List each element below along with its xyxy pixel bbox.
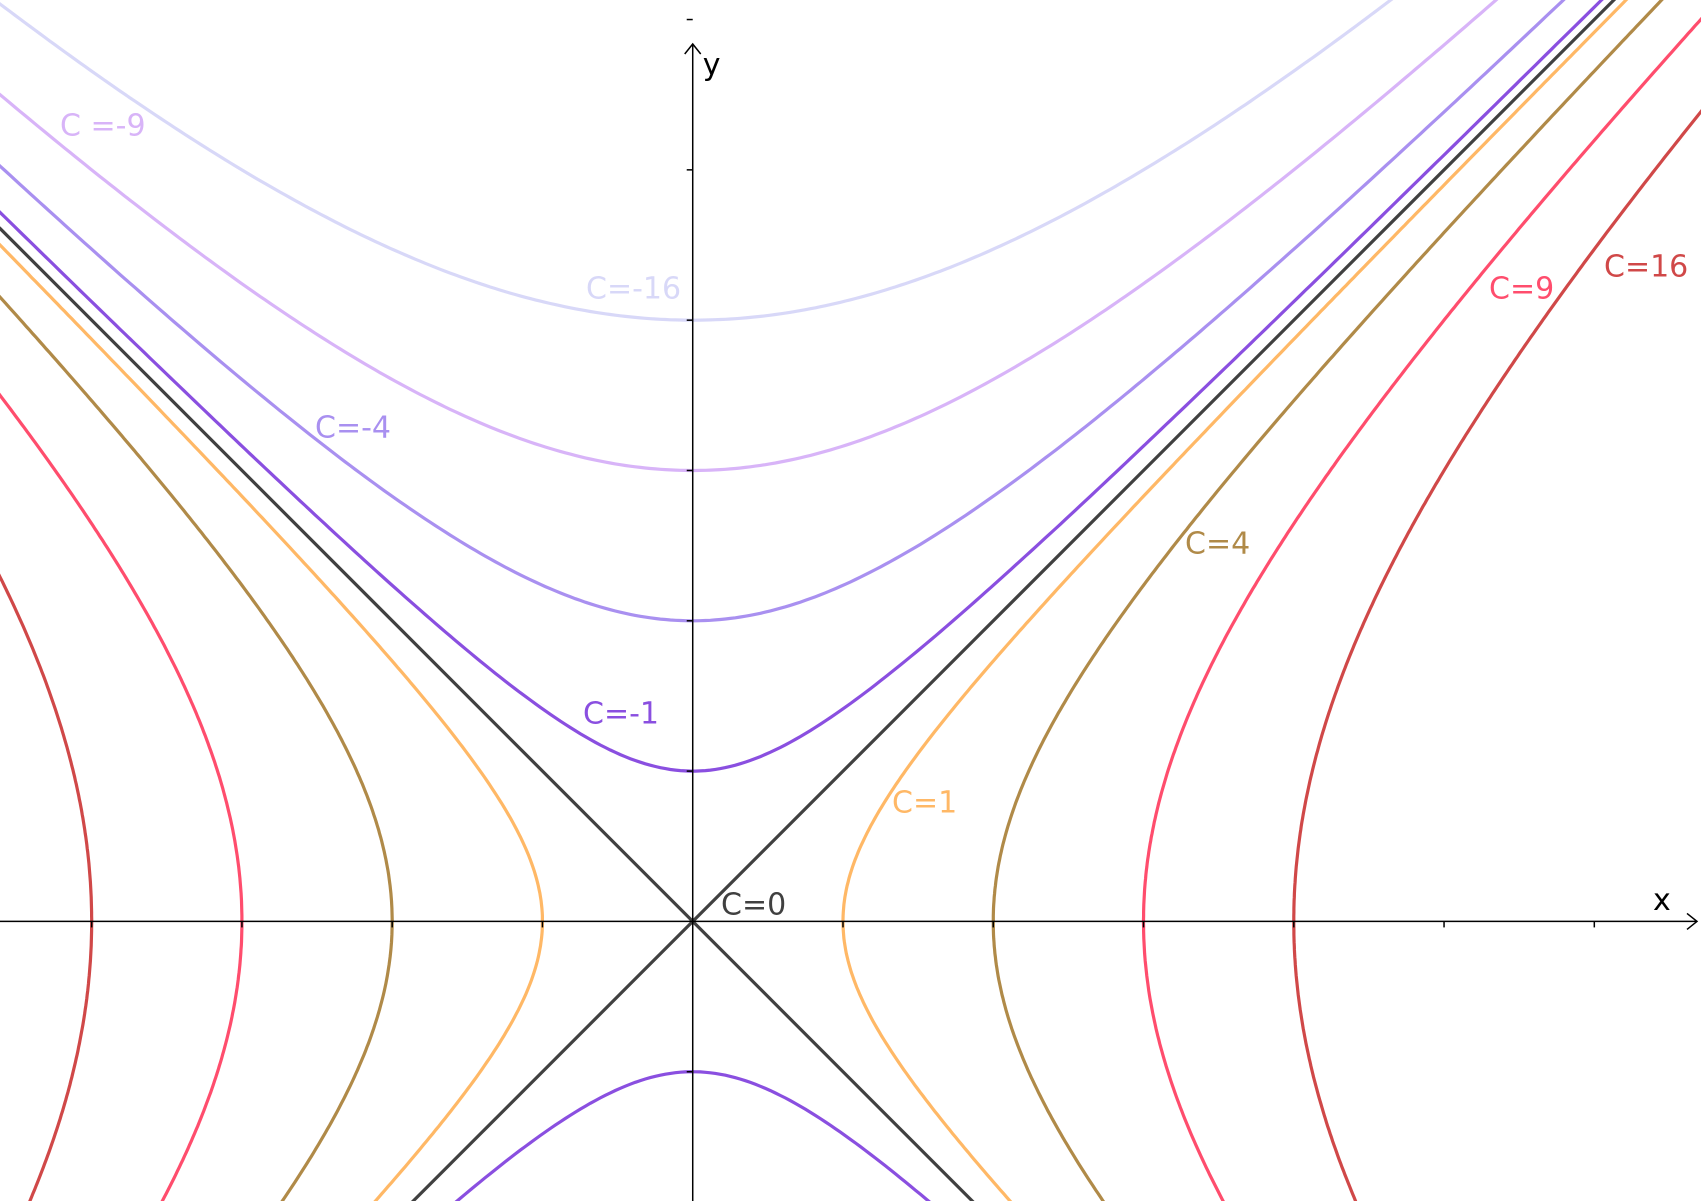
curve-label: C=16 bbox=[1604, 250, 1688, 285]
curve-label: C=4 bbox=[1185, 527, 1250, 562]
level-curve bbox=[1141, 16, 1701, 1201]
level-curve bbox=[1292, 109, 1701, 1201]
y-axis-label: y bbox=[703, 48, 721, 83]
axes: xy bbox=[0, 18, 1699, 1201]
labels: C=16 C=9 C=4 C=1 C=0 C=-1 C=-4 C =-9 C=-16 bbox=[60, 109, 1688, 923]
level-curve bbox=[0, 294, 394, 1201]
level-curve bbox=[0, 242, 544, 1201]
curve-label: C=0 bbox=[721, 888, 786, 923]
curve-label: C=1 bbox=[892, 786, 957, 821]
level-curve bbox=[0, 573, 94, 1201]
curve-label: C=-16 bbox=[586, 272, 681, 307]
level-curve bbox=[841, 0, 1629, 1201]
level-curve bbox=[991, 0, 1664, 1201]
level-curve bbox=[0, 392, 244, 1201]
level-curve bbox=[0, 0, 1499, 473]
x-arrow bbox=[1686, 912, 1699, 931]
curve-label: C=9 bbox=[1489, 272, 1554, 307]
level-curve bbox=[454, 1070, 931, 1201]
level-curve bbox=[0, 0, 1566, 623]
level-curve bbox=[0, 0, 1394, 322]
x-axis-label: x bbox=[1653, 883, 1671, 918]
curve-label: C=-4 bbox=[315, 411, 391, 446]
level-curve bbox=[0, 0, 1604, 773]
curve-label: C=-1 bbox=[583, 697, 659, 732]
curve-label: C =-9 bbox=[60, 109, 146, 144]
y-arrow bbox=[684, 42, 702, 55]
